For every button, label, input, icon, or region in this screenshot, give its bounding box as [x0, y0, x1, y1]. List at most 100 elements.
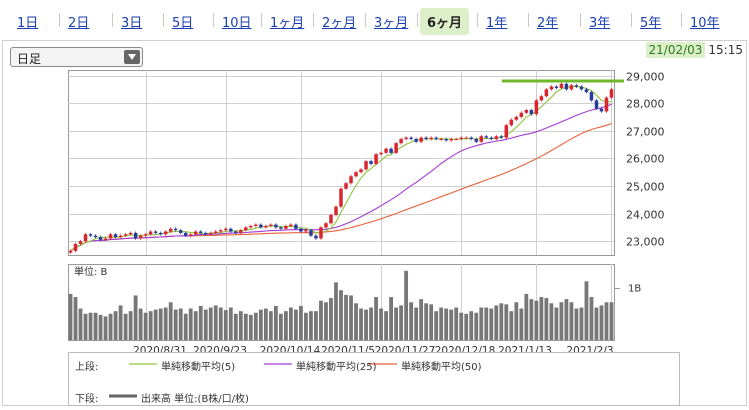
volume-bar	[374, 297, 378, 340]
volume-bar	[198, 305, 203, 340]
price-tick-label: 25,000	[626, 181, 665, 194]
candle-body	[188, 234, 193, 236]
candle-body	[489, 137, 494, 140]
legend-lower-label: 下段:	[75, 394, 99, 405]
tab-5[interactable]: 1ヶ月	[270, 16, 305, 31]
volume-bar	[479, 307, 484, 340]
volume-bar	[223, 310, 228, 340]
candle-body	[168, 228, 173, 232]
candle-body	[374, 154, 378, 164]
volume-bar	[459, 312, 464, 340]
tab-10[interactable]: 2年	[537, 16, 559, 31]
legend-lines	[109, 363, 397, 398]
candle-body	[264, 226, 268, 228]
volume-bar	[599, 305, 604, 340]
tab-8[interactable]: 6ヶ月	[420, 8, 470, 35]
volume-bar	[113, 311, 118, 340]
candle-body	[419, 137, 423, 142]
candle-body	[479, 136, 484, 142]
tab-separator	[417, 13, 418, 27]
volume-bar	[404, 270, 409, 340]
candle-body	[178, 230, 183, 233]
volume-bar	[123, 313, 128, 340]
tab-1[interactable]: 2日	[68, 16, 90, 31]
candle-body	[103, 238, 108, 240]
volume-bar	[148, 311, 153, 340]
candle-body	[88, 234, 93, 236]
volume-bar	[369, 307, 373, 340]
volume-bar	[138, 308, 143, 340]
tab-separator	[477, 13, 478, 27]
tab-13[interactable]: 10年	[690, 16, 720, 31]
candle-body	[544, 89, 549, 97]
candle-body	[229, 228, 233, 232]
tab-4[interactable]: 10日	[222, 16, 252, 31]
candle-body	[429, 137, 433, 140]
tab-12[interactable]: 5年	[640, 16, 662, 31]
tab-0[interactable]: 1日	[17, 16, 39, 31]
tab-separator	[365, 13, 366, 27]
ma25-line	[70, 103, 612, 252]
candle-body	[68, 250, 73, 253]
candle-body	[113, 234, 118, 238]
tab-separator	[681, 13, 682, 27]
volume-bar	[564, 299, 569, 340]
volume-bar	[559, 302, 564, 340]
candle-body	[163, 231, 168, 235]
candle-body	[579, 86, 584, 90]
volume-bar	[153, 309, 158, 340]
candle-body	[409, 137, 413, 140]
volume-bar	[349, 295, 353, 340]
price-panel	[68, 70, 615, 256]
volume-bar	[93, 312, 98, 340]
candle-body	[108, 234, 113, 239]
tab-7[interactable]: 3ヶ月	[374, 16, 409, 31]
tab-9[interactable]: 1年	[486, 16, 508, 31]
volume-bar	[464, 313, 469, 340]
candle-body	[234, 231, 238, 233]
volume-bar	[253, 312, 258, 340]
legend-upper-label: 上段:	[75, 362, 99, 373]
candle-body	[604, 97, 609, 112]
volume-bar	[273, 305, 278, 340]
candle-body	[394, 143, 398, 153]
tab-2[interactable]: 3日	[121, 16, 143, 31]
candle-body	[524, 110, 529, 113]
tab-6[interactable]: 2ヶ月	[322, 16, 357, 31]
tab-separator	[112, 13, 113, 27]
volume-bar	[339, 290, 343, 340]
tab-separator	[631, 13, 632, 27]
tab-separator	[261, 13, 262, 27]
volume-bar	[238, 311, 243, 340]
candle-body	[239, 230, 243, 233]
volume-bar	[324, 302, 328, 340]
candle-body	[289, 224, 293, 227]
volume-bar	[128, 311, 133, 340]
volume-bar	[484, 307, 489, 340]
volume-bar	[344, 294, 348, 340]
legend-volume: 出来高 単位:(B株/口/枚)	[141, 394, 249, 405]
tab-3[interactable]: 5日	[172, 16, 194, 31]
timestamp-time: 15:15	[708, 43, 743, 57]
volume-bar	[294, 309, 298, 340]
volume-bar	[263, 308, 268, 340]
volume-bar	[589, 297, 594, 340]
candle-body	[414, 139, 418, 142]
candle-period-select[interactable]: 日足	[10, 47, 143, 67]
volume-bar	[103, 316, 108, 340]
candle-body	[404, 137, 408, 140]
chevron-down-icon[interactable]	[124, 50, 140, 64]
volume-bar	[118, 305, 123, 340]
volume-bar	[233, 313, 238, 340]
volume-bar	[319, 300, 323, 340]
tab-11[interactable]: 3年	[589, 16, 611, 31]
volume-bar	[609, 302, 614, 340]
volume-bar	[218, 307, 223, 340]
volume-bar	[133, 295, 138, 340]
volume-bar	[394, 307, 399, 340]
volume-bar	[389, 297, 393, 340]
candle-body	[118, 235, 123, 238]
candle-body	[464, 137, 468, 139]
volume-bar	[594, 307, 599, 340]
volume-bar	[504, 304, 509, 340]
